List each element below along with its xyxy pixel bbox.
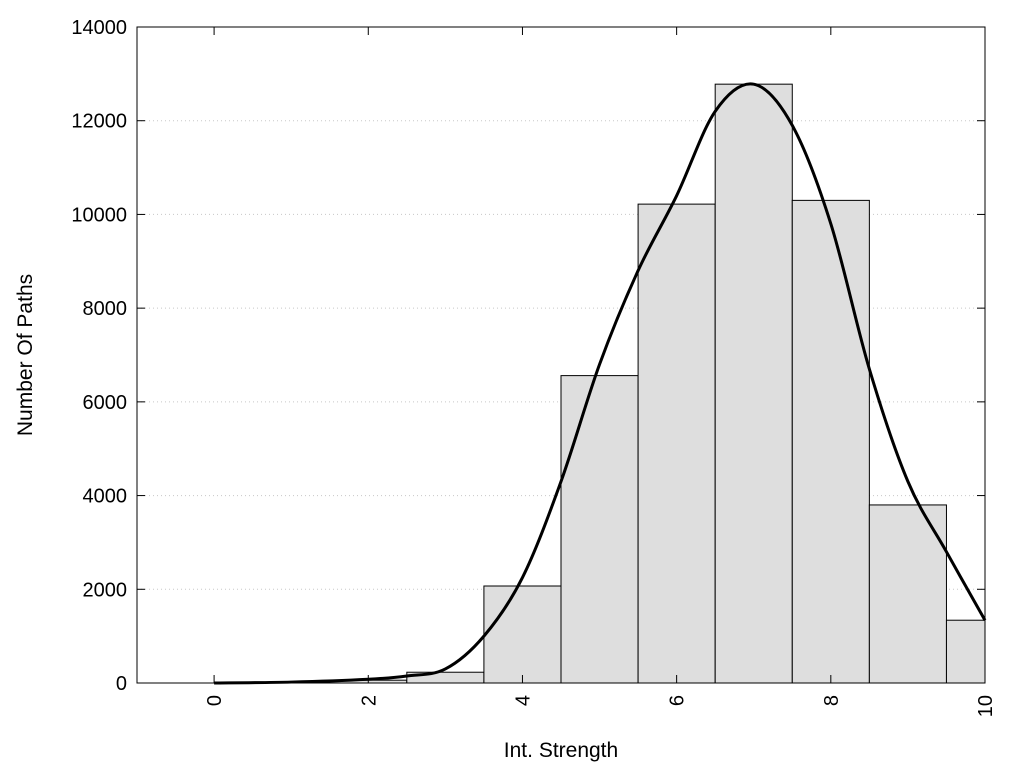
histogram-bar (483, 585, 562, 684)
histogram-bar (868, 504, 947, 684)
y-tick-label: 4000 (83, 486, 128, 508)
histogram-bar (637, 203, 716, 684)
density-curve-layer (214, 82, 987, 685)
y-tick-label: 2000 (83, 579, 128, 601)
histogram-bar (791, 199, 870, 684)
x-axis-ticks: 0 2 4 6 8 10 (204, 27, 997, 717)
x-tick-label: 4 (512, 695, 534, 706)
y-tick-label: 10000 (71, 204, 127, 226)
histogram-bar (560, 375, 639, 684)
y-tick-label: 6000 (83, 392, 128, 414)
y-tick-label: 14000 (71, 17, 127, 39)
y-tick-label: 8000 (83, 298, 128, 320)
x-axis-label: Int. Strength (504, 739, 618, 762)
histogram-bar (714, 83, 793, 684)
histogram-bars (252, 83, 986, 684)
density-curve (214, 82, 987, 685)
histogram-bar (945, 619, 986, 684)
y-tick-label: 12000 (71, 111, 127, 133)
plot-frame (136, 26, 986, 684)
y-axis-label: Number Of Paths (14, 274, 37, 436)
x-tick-label: 2 (358, 695, 380, 706)
x-tick-label: 8 (821, 695, 843, 706)
x-tick-label: 10 (975, 695, 997, 717)
y-tick-label: 0 (116, 673, 127, 695)
x-tick-label: 0 (204, 695, 226, 706)
y-axis-ticks: 0 2000 4000 6000 8000 10000 12000 14000 (71, 17, 985, 695)
x-tick-label: 6 (667, 695, 689, 706)
